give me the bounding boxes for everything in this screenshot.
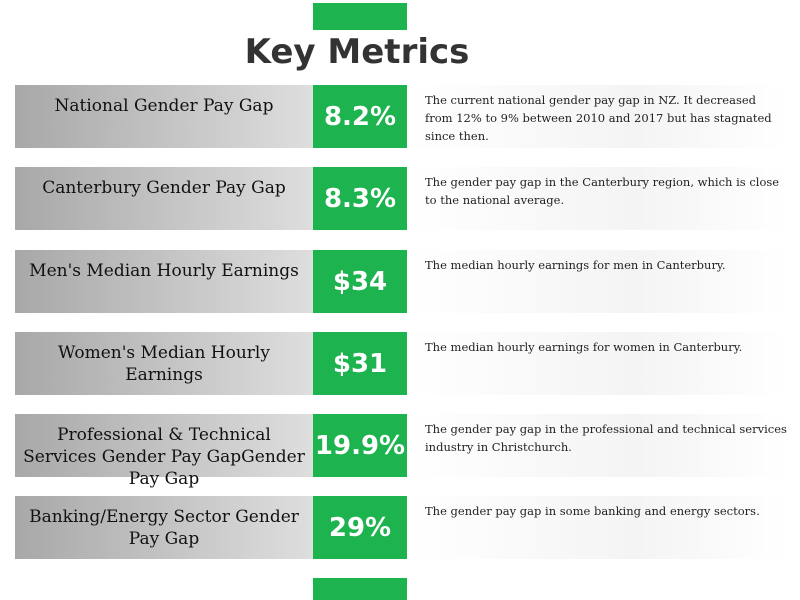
metric-value: 8.3% [313,167,407,230]
metric-description: The median hourly earnings for men in Ca… [407,250,787,313]
metric-label: Professional & Technical Services Gender… [15,414,313,489]
metric-label: Women's Median Hourly Earnings [15,332,313,395]
metric-value: 19.9% [313,414,407,477]
metric-description: The gender pay gap in some banking and e… [407,496,787,559]
metric-label: Banking/Energy Sector Gender Pay Gap [15,496,313,559]
metric-value: $31 [313,332,407,395]
title: Key Metrics [244,32,470,72]
metric-label: National Gender Pay Gap [15,85,313,148]
metric-description: The gender pay gap in the professional a… [407,414,787,477]
metric-label: Men's Median Hourly Earnings [15,250,313,313]
accent-bar [313,578,407,600]
metric-value: $34 [313,250,407,313]
metric-label: Canterbury Gender Pay Gap [15,167,313,230]
metric-value: 8.2% [313,85,407,148]
metric-description: The current national gender pay gap in N… [407,85,787,148]
metric-value: 29% [313,496,407,559]
metric-description: The gender pay gap in the Canterbury reg… [407,167,787,230]
metric-description: The median hourly earnings for women in … [407,332,787,395]
accent-bar [313,3,407,30]
